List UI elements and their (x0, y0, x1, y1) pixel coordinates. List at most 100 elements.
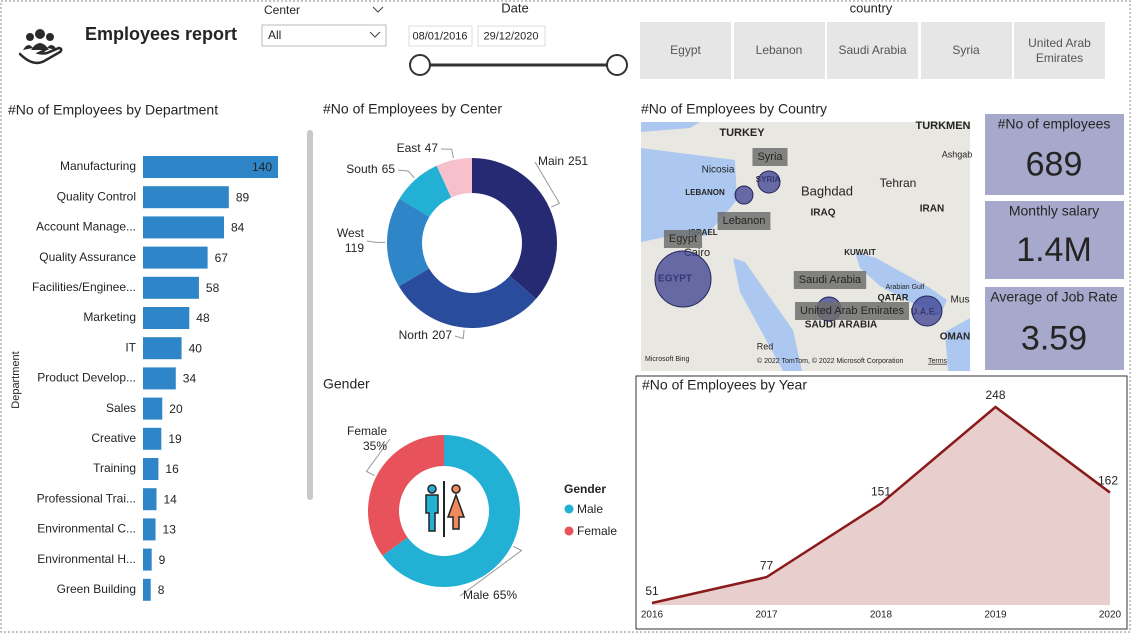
dropdown-value[interactable]: All (268, 28, 281, 42)
chevron[interactable] (372, 6, 384, 13)
bar (143, 427, 162, 450)
bubble-label: United Arab Emirates (800, 305, 904, 317)
category-label: Quality Control (57, 189, 136, 203)
data-label: 48 (196, 311, 210, 325)
place-label: OMAN (940, 332, 971, 343)
data-label: 14 (164, 492, 178, 506)
card-title: Monthly salary (1009, 203, 1099, 219)
dropdown[interactable] (261, 24, 387, 47)
bar (143, 578, 151, 601)
slice-value: 65% (493, 588, 517, 602)
slice-value: 35% (363, 439, 387, 453)
slice-category: Main (538, 154, 564, 168)
bubble[interactable] (734, 185, 754, 205)
date-start[interactable]: 08/01/2016 (412, 30, 467, 42)
legend-label[interactable]: Female (577, 524, 617, 538)
card-value: 1.4M (1016, 231, 1092, 269)
bar (143, 276, 199, 299)
x-tick-label: 2020 (1099, 610, 1122, 621)
data-label: 16 (165, 462, 179, 476)
date-end[interactable]: 29/12/2020 (483, 30, 538, 42)
bubble-label: Saudi Arabia (799, 274, 862, 286)
female-icon-head (451, 484, 461, 494)
slice-label: North 207 (399, 328, 453, 342)
bubble[interactable] (757, 170, 781, 194)
place-label: Tehran (880, 176, 917, 190)
category-label: Environmental H... (37, 552, 136, 566)
data-label: 89 (236, 190, 250, 204)
report-icon (18, 29, 63, 65)
data-label: 248 (985, 388, 1005, 402)
slider-handle[interactable] (606, 54, 628, 76)
chevron[interactable] (369, 31, 381, 38)
chart-title: #No of Employees by Center (323, 101, 502, 117)
slice-label: Male 65% (463, 588, 517, 602)
bar (143, 548, 152, 571)
place-label: IRAQ (811, 208, 836, 219)
category-label: IT (125, 340, 136, 354)
bubble[interactable] (911, 295, 943, 327)
slice-category: North (399, 328, 428, 342)
place-label: ISRAEL (688, 228, 717, 237)
category-label: Professional Trai... (37, 491, 136, 505)
chart-title: #No of Employees by Country (641, 101, 827, 117)
slicer-tile[interactable]: Syria (920, 22, 1012, 79)
bubble-label-box (752, 148, 788, 166)
data-label: 140 (252, 160, 272, 174)
data-label: 67 (215, 251, 229, 265)
slice-label: West (337, 226, 365, 240)
category-label: Manufacturing (60, 159, 136, 173)
bubble[interactable] (654, 250, 712, 308)
slice-value: 47 (425, 141, 439, 155)
bar (143, 246, 208, 269)
line (651, 405, 1111, 605)
bubble-label: Syria (757, 151, 783, 163)
data-label: 84 (231, 221, 245, 235)
data-label: 13 (163, 523, 177, 537)
area-fill (652, 407, 1110, 605)
slicer-tile[interactable]: United Arab Emirates (1014, 22, 1105, 79)
data-label: 34 (183, 372, 197, 386)
date-box[interactable] (408, 25, 473, 47)
map-terms[interactable]: Terms (928, 358, 948, 365)
slicer-tile[interactable]: Lebanon (733, 22, 825, 79)
bar (143, 488, 157, 511)
place-label: Nicosia (702, 165, 735, 176)
place-label: LEBANON (685, 188, 725, 197)
data-label: 9 (159, 553, 166, 567)
legend-marker[interactable] (564, 526, 574, 536)
x-tick-label: 2016 (641, 610, 664, 621)
place-label: QATAR (878, 292, 909, 302)
card-title: #No of employees (998, 116, 1111, 132)
legend-marker[interactable] (564, 504, 574, 514)
data-label: 58 (206, 281, 220, 295)
data-label: 151 (871, 485, 891, 499)
map-attribution: © 2022 TomTom, © 2022 Microsoft Corporat… (757, 357, 903, 365)
donut-slice (398, 268, 537, 329)
bar (143, 156, 278, 178)
bubble-label-box (795, 302, 909, 320)
bar (143, 337, 182, 360)
card (985, 201, 1124, 279)
date-box[interactable] (477, 25, 546, 47)
bar (143, 367, 176, 390)
category-label: Green Building (57, 582, 136, 596)
card-value: 3.59 (1021, 319, 1087, 357)
male-icon (425, 494, 439, 532)
scrollbar[interactable] (307, 130, 313, 500)
bar (143, 458, 159, 480)
slicer-tile[interactable]: Saudi Arabia (827, 22, 918, 79)
female-icon (446, 492, 466, 530)
slicer-tile[interactable]: Egypt (640, 22, 731, 79)
slice-label: East 47 (397, 141, 439, 155)
map-provider: Microsoft Bing (645, 356, 689, 363)
map-water (641, 148, 737, 242)
bubble-label-box (717, 212, 771, 230)
data-label: 51 (645, 584, 659, 598)
category-label: Account Manage... (36, 220, 136, 234)
legend-label[interactable]: Male (577, 502, 603, 516)
data-label: 20 (169, 402, 183, 416)
slider-handle[interactable] (409, 54, 431, 76)
place-label: Ashgab (942, 149, 973, 159)
category-label: Marketing (83, 310, 136, 324)
